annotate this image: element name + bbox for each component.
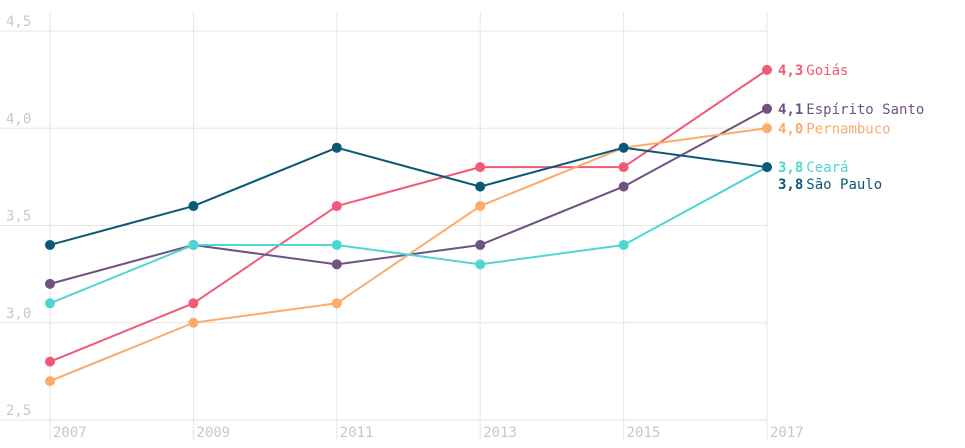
end-label: 4,3 Goiás xyxy=(778,63,848,79)
series-line xyxy=(49,166,768,305)
y-tick-label: 4,5 xyxy=(6,14,31,30)
x-tick-label: 2009 xyxy=(196,425,230,441)
grid xyxy=(0,12,768,440)
end-label: 3,8 São Paulo xyxy=(778,177,882,193)
x-tick-label: 2007 xyxy=(53,425,87,441)
y-tick-label: 2,5 xyxy=(6,403,31,419)
end-label-name: Ceará xyxy=(806,160,848,176)
data-point xyxy=(45,278,55,289)
end-label-value: 4,0 xyxy=(778,121,803,137)
data-point xyxy=(762,162,772,173)
data-point xyxy=(331,298,342,309)
data-point xyxy=(331,201,342,212)
end-label-name: Pernambuco xyxy=(806,121,890,137)
data-point xyxy=(45,376,55,387)
data-point xyxy=(188,317,199,328)
end-label-value: 4,3 xyxy=(778,63,803,79)
end-label-value: 3,8 xyxy=(778,160,803,176)
data-point xyxy=(475,181,486,192)
data-point xyxy=(331,142,342,153)
data-point xyxy=(45,239,55,250)
axes: 2,5 3,0 3,5 4,0 4,5 2007 2009 2011 2013 2015 2017 xyxy=(6,14,804,441)
end-label-name: Goiás xyxy=(806,63,848,79)
data-point xyxy=(475,239,486,250)
data-point xyxy=(331,259,342,270)
data-point xyxy=(188,201,199,212)
data-point xyxy=(188,298,199,309)
end-label-name: São Paulo xyxy=(806,177,882,193)
data-point xyxy=(331,239,342,250)
data-point xyxy=(618,162,629,173)
data-point xyxy=(618,142,629,153)
data-point xyxy=(475,201,486,212)
end-label-value: 4,1 xyxy=(778,102,803,118)
y-tick-label: 3,5 xyxy=(6,209,31,225)
x-tick-label: 2015 xyxy=(627,425,661,441)
y-tick-label: 3,0 xyxy=(6,306,31,322)
end-label: 4,0 Pernambuco xyxy=(778,121,891,137)
end-label-name: Espírito Santo xyxy=(806,102,924,118)
data-point xyxy=(475,259,486,270)
x-tick-label: 2013 xyxy=(483,425,517,441)
data-point xyxy=(762,123,772,134)
y-tick-label: 4,0 xyxy=(6,111,31,127)
series-3 xyxy=(45,162,772,309)
data-point xyxy=(762,103,772,114)
series-line xyxy=(49,107,768,285)
data-point xyxy=(188,239,199,250)
data-point xyxy=(618,239,629,250)
data-point xyxy=(475,162,486,173)
end-label: 3,8 Ceará xyxy=(778,160,848,176)
x-tick-label: 2011 xyxy=(340,425,374,441)
series-group xyxy=(45,64,772,387)
end-label: 4,1 Espírito Santo xyxy=(778,102,924,118)
end-label-value: 3,8 xyxy=(778,177,803,193)
series-4 xyxy=(45,142,772,250)
data-point xyxy=(618,181,629,192)
series-line xyxy=(49,146,768,246)
data-point xyxy=(45,298,55,309)
x-tick-label: 2017 xyxy=(770,425,804,441)
data-point xyxy=(762,64,772,75)
data-point xyxy=(45,356,55,367)
